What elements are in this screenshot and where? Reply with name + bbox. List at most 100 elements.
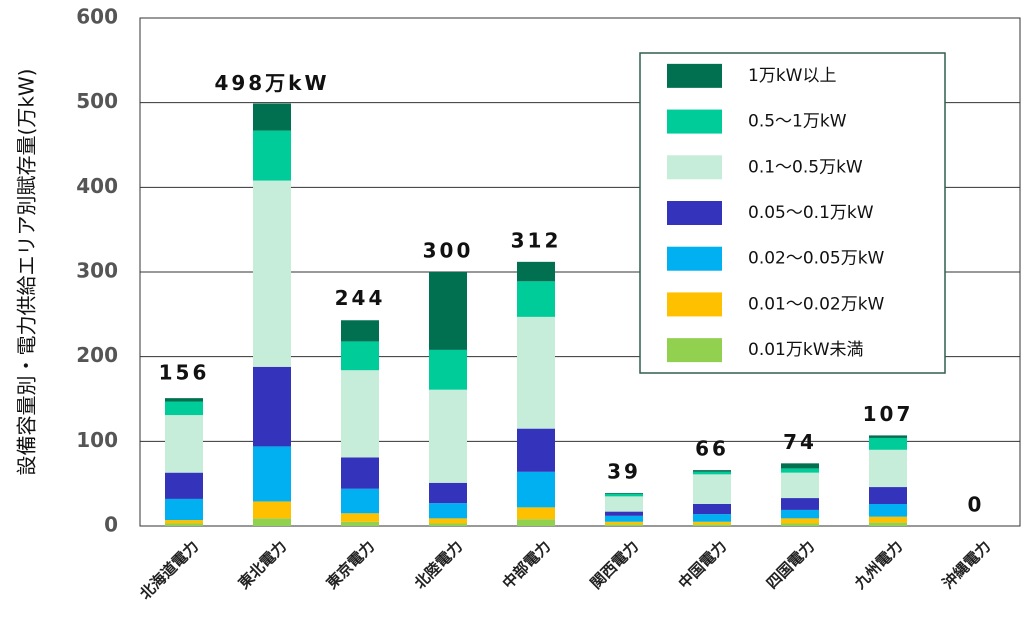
bar-segment — [517, 471, 555, 508]
bar-segment — [341, 370, 379, 458]
bar-segment — [517, 519, 555, 526]
total-label: 300 — [423, 239, 474, 263]
bar-segment — [869, 516, 907, 523]
total-label: 66 — [695, 437, 729, 461]
total-label: 156 — [159, 360, 210, 384]
x-tick-label: 東北電力 — [235, 537, 290, 592]
total-label: 39 — [607, 459, 641, 483]
bar-segment — [429, 389, 467, 483]
bar-segment — [517, 281, 555, 317]
total-label: 244 — [335, 286, 386, 310]
legend-label: 0.5～1万kW — [748, 112, 847, 132]
bar-segment — [781, 472, 819, 499]
bar-segment — [341, 488, 379, 514]
bar-segment — [605, 511, 643, 516]
bar-segment — [429, 272, 467, 350]
bar-segment — [693, 514, 731, 522]
bar-segment — [165, 415, 203, 473]
bar-segment — [517, 507, 555, 520]
bar-segment — [253, 130, 291, 181]
bar-segment — [253, 366, 291, 447]
y-axis-label: 設備容量別・電力供給エリア別賦存量(万kW) — [15, 69, 39, 476]
y-tick-label: 0 — [104, 513, 118, 537]
legend-swatch — [667, 155, 722, 180]
legend-swatch — [667, 246, 722, 271]
bar-segment — [605, 496, 643, 512]
bar-segment — [165, 523, 203, 526]
legend-swatch — [667, 63, 722, 88]
bar-segment — [869, 503, 907, 517]
legend-swatch — [667, 338, 722, 363]
y-tick-label: 500 — [76, 89, 118, 113]
total-label: 312 — [511, 228, 562, 252]
legend-label: 1万kW以上 — [748, 66, 836, 86]
bar-segment — [517, 261, 555, 282]
bar-segment — [693, 521, 731, 525]
bar-segment — [341, 513, 379, 522]
bar-segment — [605, 493, 643, 497]
legend-label: 0.02～0.05万kW — [748, 249, 885, 269]
bar-segment — [869, 435, 907, 438]
plot-frame — [139, 17, 1021, 527]
bar-segment — [781, 523, 819, 526]
total-label: 107 — [863, 402, 914, 426]
bar-segment — [781, 468, 819, 473]
legend-label: 0.1～0.5万kW — [748, 157, 863, 177]
x-tick-label: 中部電力 — [499, 537, 554, 592]
y-tick-label: 200 — [76, 343, 118, 367]
bar-segment — [429, 518, 467, 524]
x-tick-label: 九州電力 — [850, 537, 906, 593]
bar-segment — [253, 103, 291, 131]
legend-swatch — [667, 292, 722, 317]
bar-segment — [605, 521, 643, 525]
x-tick-label: 沖縄電力 — [939, 537, 994, 592]
legend-label: 0.05～0.1万kW — [748, 203, 874, 223]
bar-segment — [693, 471, 731, 475]
x-tick-label: 北陸電力 — [411, 537, 466, 592]
x-tick-label: 関西電力 — [587, 537, 642, 592]
legend-label: 0.01～0.02万kW — [748, 294, 885, 314]
bar-segment — [165, 472, 203, 499]
bar-segment — [693, 524, 731, 526]
bar-segment — [605, 515, 643, 522]
bar-segment — [341, 521, 379, 526]
bar-segment — [869, 522, 907, 526]
total-label: 498万kW — [214, 71, 329, 95]
bar-segment — [341, 341, 379, 371]
x-tick-label: 北海道電力 — [136, 537, 202, 603]
legend-swatch — [667, 109, 722, 134]
x-tick-label: 東京電力 — [323, 537, 378, 592]
bar-segment — [341, 457, 379, 489]
total-label: 74 — [783, 430, 817, 454]
bar-segment — [165, 498, 203, 521]
bar-segment — [253, 446, 291, 502]
bar-segment — [429, 482, 467, 504]
bar-segment — [781, 498, 819, 510]
y-tick-label: 600 — [76, 5, 118, 29]
bar-segment — [165, 398, 203, 402]
legend-swatch — [667, 201, 722, 225]
bar-segment — [781, 518, 819, 524]
bar-segment — [341, 320, 379, 342]
total-label: 0 — [968, 493, 985, 517]
bar-segment — [253, 180, 291, 367]
y-tick-label: 100 — [76, 428, 118, 452]
bar-segment — [781, 509, 819, 519]
bar-segment — [517, 428, 555, 472]
bar-segment — [869, 487, 907, 504]
bar-segment — [781, 463, 819, 469]
bar-segment — [869, 449, 907, 488]
y-tick-label: 300 — [76, 259, 118, 283]
x-tick-label: 四国電力 — [763, 537, 818, 592]
y-tick-label: 400 — [76, 174, 118, 198]
bar-segment — [165, 401, 203, 416]
bar-segment — [253, 518, 291, 526]
bar-segment — [429, 349, 467, 390]
bar-segment — [165, 520, 203, 524]
legend-label: 0.01万kW未満 — [748, 340, 864, 360]
bar-segment — [253, 501, 291, 519]
bar-segment — [429, 503, 467, 519]
bar-segment — [693, 470, 731, 472]
bar-segment — [517, 316, 555, 429]
